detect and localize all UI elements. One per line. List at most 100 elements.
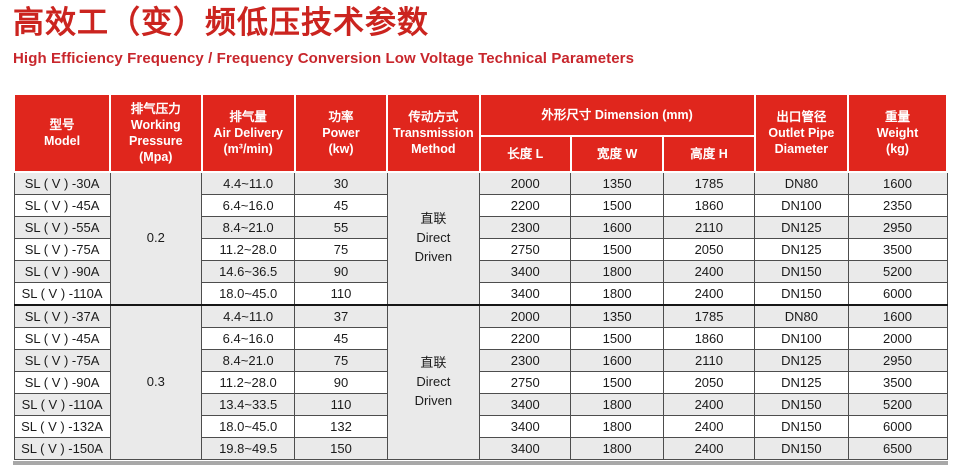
weight-cell: 5200: [847, 260, 948, 283]
air-delivery-cell: 19.8~49.5: [201, 437, 296, 460]
outlet-pipe-cell: DN80: [754, 171, 849, 195]
power-cell: 90: [294, 260, 388, 283]
col-header-dimension: 外形尺寸 Dimension (mm): [478, 93, 756, 137]
outlet-pipe-cell: DN125: [754, 371, 849, 394]
model-cell: SL ( V ) -30A: [13, 171, 111, 195]
table-row: SL ( V ) -90A 11.2~28.0 90 2750 1500 2050 DN12…: [13, 371, 948, 394]
table-bottom-rule: [13, 461, 948, 465]
col-header-model: 型号 Model: [12, 93, 112, 173]
col-header-height: 高度 H: [662, 135, 756, 173]
col-header-air-delivery: 排气量 Air Delivery (m³/min): [200, 93, 296, 173]
height-cell: 2400: [662, 260, 756, 283]
length-cell: 3400: [479, 415, 572, 438]
page-title: 高效工（变）频低压技术参数: [13, 5, 429, 40]
air-delivery-cell: 4.4~11.0: [201, 171, 296, 195]
power-cell: 55: [294, 216, 388, 239]
outlet-pipe-cell: DN100: [754, 194, 849, 217]
outlet-pipe-cell: DN150: [754, 393, 849, 416]
outlet-pipe-cell: DN80: [754, 304, 849, 328]
height-cell: 2400: [662, 437, 756, 460]
col-header-working-pressure: 排气压力 Working Pressure (Mpa): [109, 93, 203, 173]
weight-cell: 1600: [847, 171, 948, 195]
height-cell: 2400: [662, 393, 756, 416]
model-cell: SL ( V ) -110A: [13, 282, 111, 306]
transmission-method-cell: 直联 Direct Driven: [386, 171, 481, 306]
parameters-table-wrap: 型号 Model 排气压力 Working Pressure (Mpa) 排气量…: [12, 93, 948, 465]
width-cell: 1500: [570, 238, 664, 261]
table-body: SL ( V ) -30A 0.2 4.4~11.0 30 直联 Direct Driv…: [13, 171, 948, 460]
weight-cell: 2000: [847, 327, 948, 350]
outlet-pipe-cell: DN100: [754, 327, 849, 350]
length-cell: 2000: [479, 304, 572, 328]
model-cell: SL ( V ) -150A: [13, 437, 111, 460]
weight-cell: 6000: [847, 282, 948, 306]
power-cell: 45: [294, 194, 388, 217]
width-cell: 1500: [570, 371, 664, 394]
model-cell: SL ( V ) -45A: [13, 194, 111, 217]
power-cell: 110: [294, 282, 388, 306]
length-cell: 3400: [479, 260, 572, 283]
air-delivery-cell: 18.0~45.0: [201, 282, 296, 306]
power-cell: 150: [294, 437, 388, 460]
outlet-pipe-cell: DN125: [754, 216, 849, 239]
table-row: SL ( V ) -75A 11.2~28.0 75 2750 1500 2050 DN12…: [13, 238, 948, 261]
col-header-weight: 重量 Weight (kg): [847, 93, 948, 173]
width-cell: 1500: [570, 194, 664, 217]
weight-cell: 1600: [847, 304, 948, 328]
table-row: SL ( V ) -45A 6.4~16.0 45 2200 1500 1860 DN100…: [13, 194, 948, 217]
model-cell: SL ( V ) -75A: [13, 349, 111, 372]
weight-cell: 2950: [847, 349, 948, 372]
height-cell: 1785: [662, 304, 756, 328]
table-row: SL ( V ) -110A 13.4~33.5 110 3400 1800 2400 DN…: [13, 393, 948, 416]
table-row: SL ( V ) -37A 0.3 4.4~11.0 37 直联 Direct Driv…: [13, 304, 948, 460]
power-cell: 110: [294, 393, 388, 416]
model-cell: SL ( V ) -75A: [13, 238, 111, 261]
width-cell: 1800: [570, 415, 664, 438]
table-header: 型号 Model 排气压力 Working Pressure (Mpa) 排气量…: [12, 93, 948, 173]
model-cell: SL ( V ) -55A: [13, 216, 111, 239]
model-cell: SL ( V ) -90A: [13, 371, 111, 394]
power-cell: 37: [294, 304, 388, 328]
length-cell: 2200: [479, 327, 572, 350]
col-header-transmission: 传动方式 Transmission Method: [386, 93, 481, 173]
power-cell: 75: [294, 349, 388, 372]
transmission-method-cell: 直联 Direct Driven: [386, 304, 481, 460]
width-cell: 1800: [570, 393, 664, 416]
table-row: SL ( V ) -30A 0.2 4.4~11.0 30 直联 Direct Driv…: [13, 171, 948, 306]
outlet-pipe-cell: DN150: [754, 415, 849, 438]
table-row: SL ( V ) -110A 18.0~45.0 110 3400 1800 2400 DN…: [13, 282, 948, 306]
parameters-table: 型号 Model 排气压力 Working Pressure (Mpa) 排气量…: [12, 93, 948, 460]
air-delivery-cell: 11.2~28.0: [201, 371, 296, 394]
height-cell: 1785: [662, 171, 756, 195]
model-cell: SL ( V ) -132A: [13, 415, 111, 438]
air-delivery-cell: 11.2~28.0: [201, 238, 296, 261]
outlet-pipe-cell: DN125: [754, 349, 849, 372]
weight-cell: 6500: [847, 437, 948, 460]
weight-cell: 3500: [847, 371, 948, 394]
length-cell: 3400: [479, 437, 572, 460]
width-cell: 1350: [570, 304, 664, 328]
air-delivery-cell: 8.4~21.0: [201, 216, 296, 239]
outlet-pipe-cell: DN150: [754, 437, 849, 460]
table-row: SL ( V ) -45A 6.4~16.0 45 2200 1500 1860 DN100…: [13, 327, 948, 350]
working-pressure-cell: 0.3: [109, 304, 203, 460]
height-cell: 2050: [662, 238, 756, 261]
power-cell: 30: [294, 171, 388, 195]
length-cell: 2750: [479, 371, 572, 394]
table-row: SL ( V ) -55A 8.4~21.0 55 2300 1600 2110 DN125…: [13, 216, 948, 239]
length-cell: 2200: [479, 194, 572, 217]
height-cell: 1860: [662, 327, 756, 350]
height-cell: 2400: [662, 282, 756, 306]
working-pressure-cell: 0.2: [109, 171, 203, 306]
page-subtitle: High Efficiency Frequency / Frequency Co…: [13, 50, 635, 67]
air-delivery-cell: 6.4~16.0: [201, 327, 296, 350]
air-delivery-cell: 18.0~45.0: [201, 415, 296, 438]
length-cell: 2000: [479, 171, 572, 195]
power-cell: 75: [294, 238, 388, 261]
power-cell: 45: [294, 327, 388, 350]
length-cell: 3400: [479, 393, 572, 416]
table-row: SL ( V ) -150A 19.8~49.5 150 3400 1800 2400 DN…: [13, 437, 948, 460]
width-cell: 1600: [570, 349, 664, 372]
model-cell: SL ( V ) -37A: [13, 304, 111, 328]
weight-cell: 5200: [847, 393, 948, 416]
